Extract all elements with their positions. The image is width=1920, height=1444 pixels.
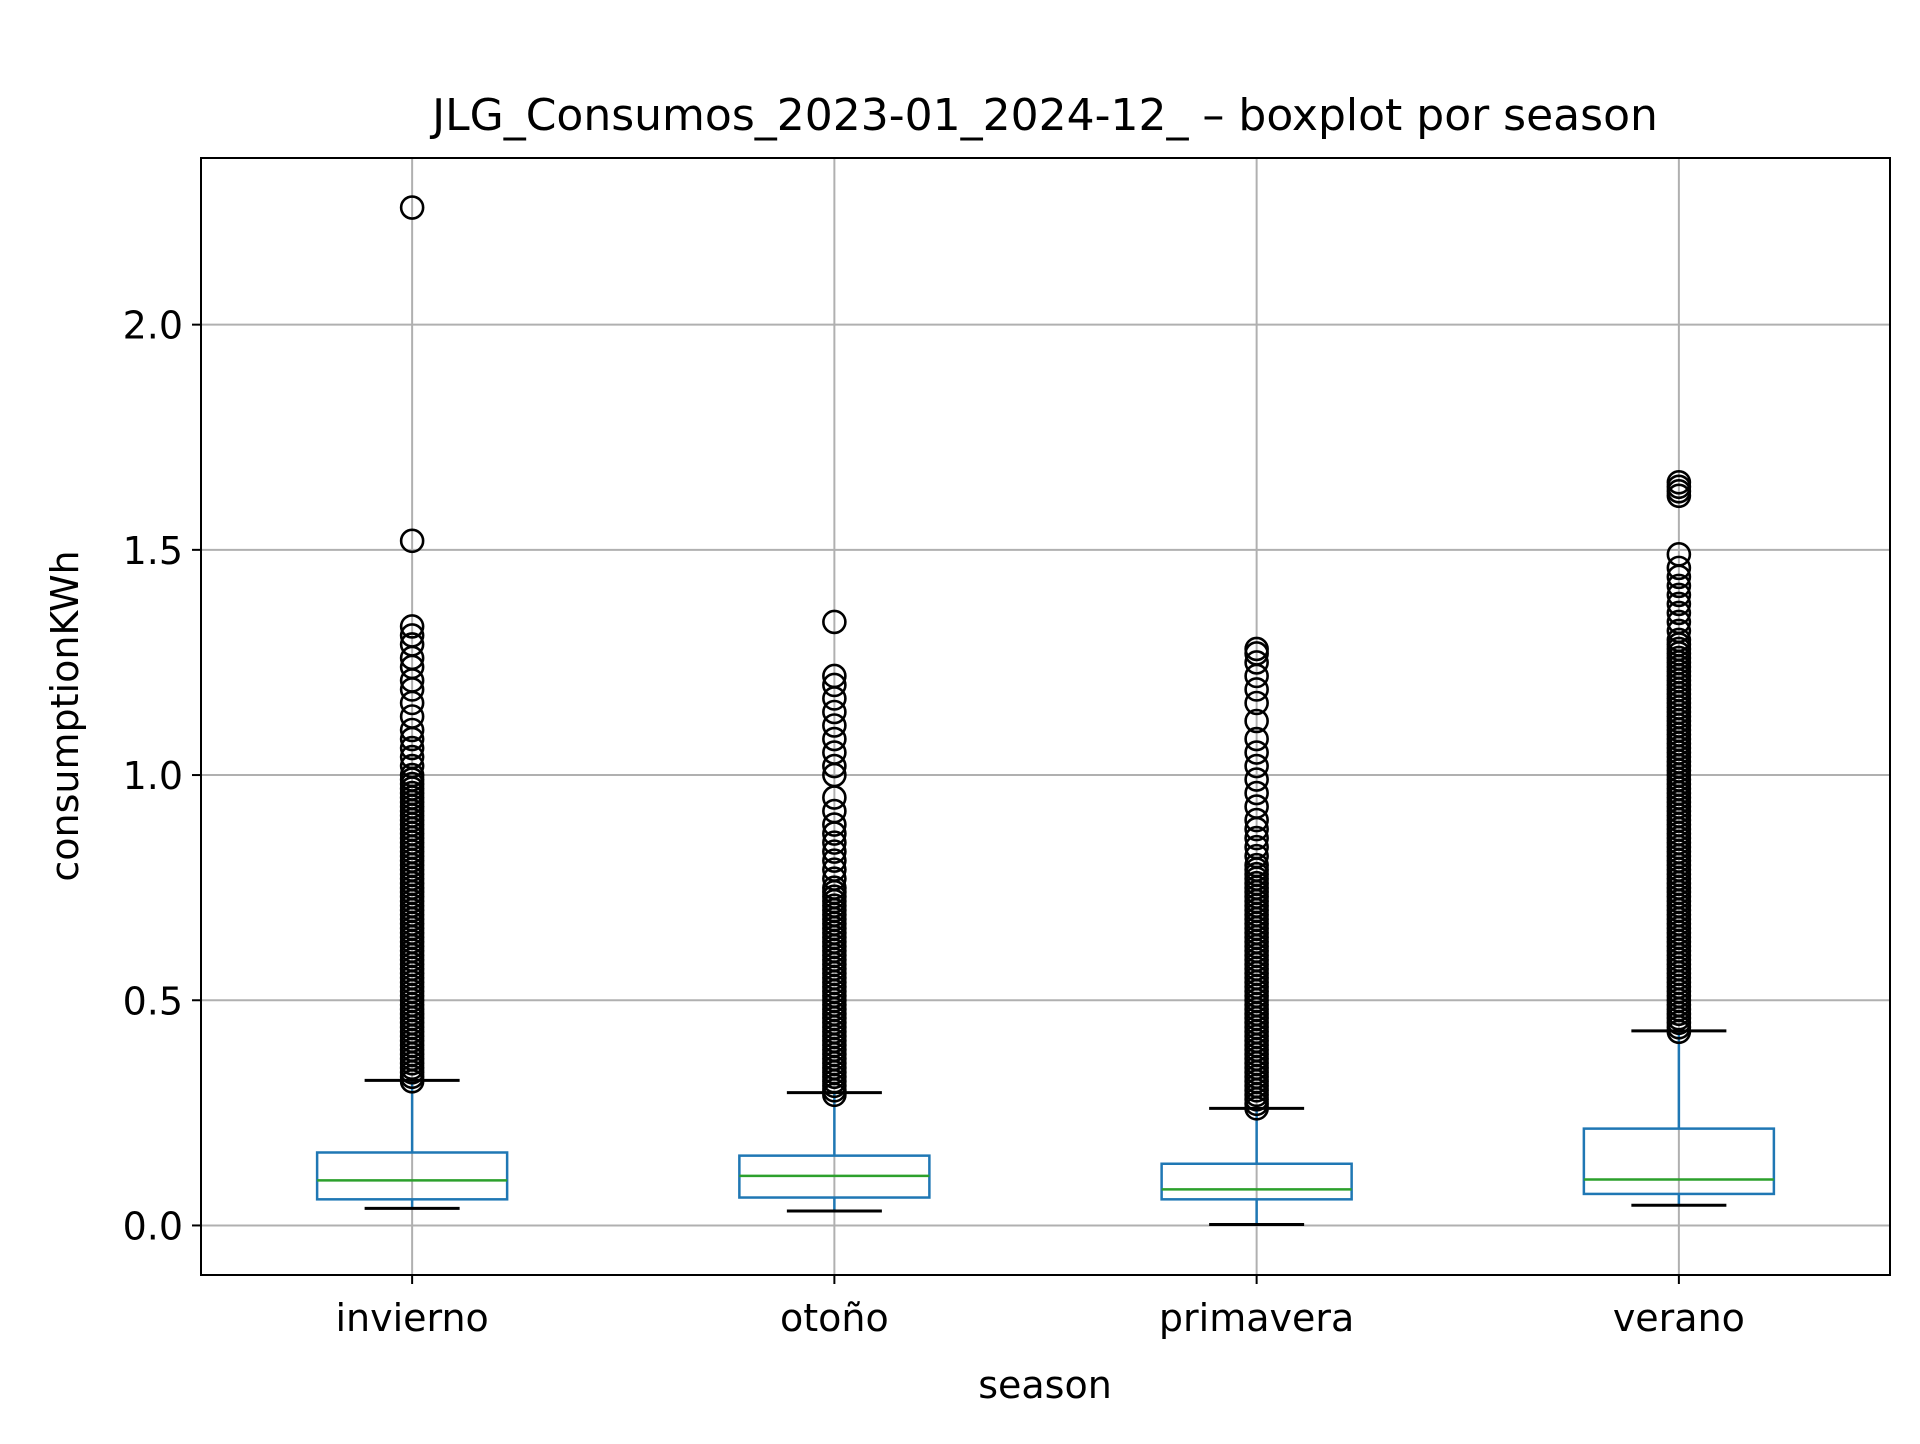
outlier-point <box>822 609 847 635</box>
outlier-point <box>1666 609 1692 635</box>
outlier-point <box>1666 469 1692 495</box>
outlier-point <box>822 848 847 873</box>
iqr-box <box>1160 1162 1353 1201</box>
box-group-primavera <box>1160 636 1353 1227</box>
outlier-point <box>399 528 425 554</box>
outlier-point <box>399 704 425 729</box>
outlier-point <box>1244 794 1269 819</box>
y-tick-label: 1.0 <box>123 754 183 798</box>
outlier-point <box>822 740 847 765</box>
outlier-point <box>1244 740 1269 765</box>
outlier-point <box>1244 780 1269 806</box>
outlier-point <box>1244 825 1269 851</box>
outlier-point <box>822 798 847 824</box>
iqr-box <box>1582 1127 1776 1196</box>
outlier-point <box>399 623 425 648</box>
outlier-point <box>399 744 425 770</box>
outlier-point <box>399 632 425 657</box>
outlier-point <box>822 726 847 752</box>
outlier-point <box>1666 573 1692 599</box>
outlier-point <box>1666 591 1692 617</box>
outlier-point <box>822 713 847 738</box>
iqr-box <box>315 1151 509 1201</box>
outlier-point <box>1244 807 1269 833</box>
outlier-point <box>1666 600 1692 626</box>
outlier-point <box>399 614 425 639</box>
axis-layer: 0.0 0.5 1.0 1.5 2.0 invierno otoño primavera ver… <box>123 304 1745 1340</box>
box-group-verano <box>1582 469 1776 1207</box>
box-group-otoño <box>738 609 931 1213</box>
outlier-point <box>822 839 847 864</box>
outlier-point <box>399 753 425 779</box>
outlier-point <box>1244 767 1269 792</box>
x-tick-label: otoño <box>780 1296 889 1340</box>
y-tick-label: 1.5 <box>123 529 183 573</box>
outlier-point <box>822 866 847 891</box>
outlier-point <box>399 735 425 761</box>
outlier-point <box>1666 627 1692 653</box>
outlier-point <box>1666 618 1692 644</box>
outlier-point <box>822 830 847 855</box>
y-tick-label: 0.0 <box>123 1204 183 1248</box>
outlier-point <box>822 875 847 900</box>
y-axis-label: consumptionKWh <box>43 550 87 881</box>
outlier-point <box>1666 542 1692 567</box>
outlier-point <box>822 812 847 837</box>
outlier-point <box>1244 636 1269 662</box>
outlier-point <box>399 195 425 220</box>
x-tick-label: invierno <box>335 1296 488 1340</box>
x-tick-label: verano <box>1613 1296 1745 1340</box>
outlier-point <box>1244 843 1269 869</box>
outlier-point <box>822 857 847 882</box>
outlier-point <box>1244 650 1269 675</box>
data-layer <box>315 195 1776 1227</box>
outlier-point <box>1244 834 1269 860</box>
outlier-point <box>399 717 425 743</box>
outlier-point <box>1244 690 1269 716</box>
outlier-point <box>1666 582 1692 608</box>
outlier-point <box>822 672 847 698</box>
plot-frame <box>200 157 1891 1276</box>
outlier-point <box>1244 677 1269 702</box>
outlier-point <box>822 699 847 725</box>
outlier-point <box>822 663 847 689</box>
outlier-point <box>1244 852 1269 878</box>
grid-layer <box>201 158 1890 1275</box>
outlier-point <box>1244 753 1269 779</box>
outlier-point <box>1244 708 1269 734</box>
outlier-point <box>1666 555 1692 581</box>
x-axis-label: season <box>978 1363 1112 1407</box>
y-tick-label: 0.5 <box>123 979 183 1023</box>
x-tick-label: primavera <box>1159 1296 1354 1340</box>
outlier-point <box>399 762 425 788</box>
outlier-point <box>822 753 847 779</box>
box-group-invierno <box>315 195 509 1210</box>
chart-title: JLG_Consumos_2023-01_2024-12_ – boxplot … <box>429 90 1658 141</box>
y-tick-label: 2.0 <box>123 304 183 348</box>
outlier-point <box>1244 726 1269 752</box>
